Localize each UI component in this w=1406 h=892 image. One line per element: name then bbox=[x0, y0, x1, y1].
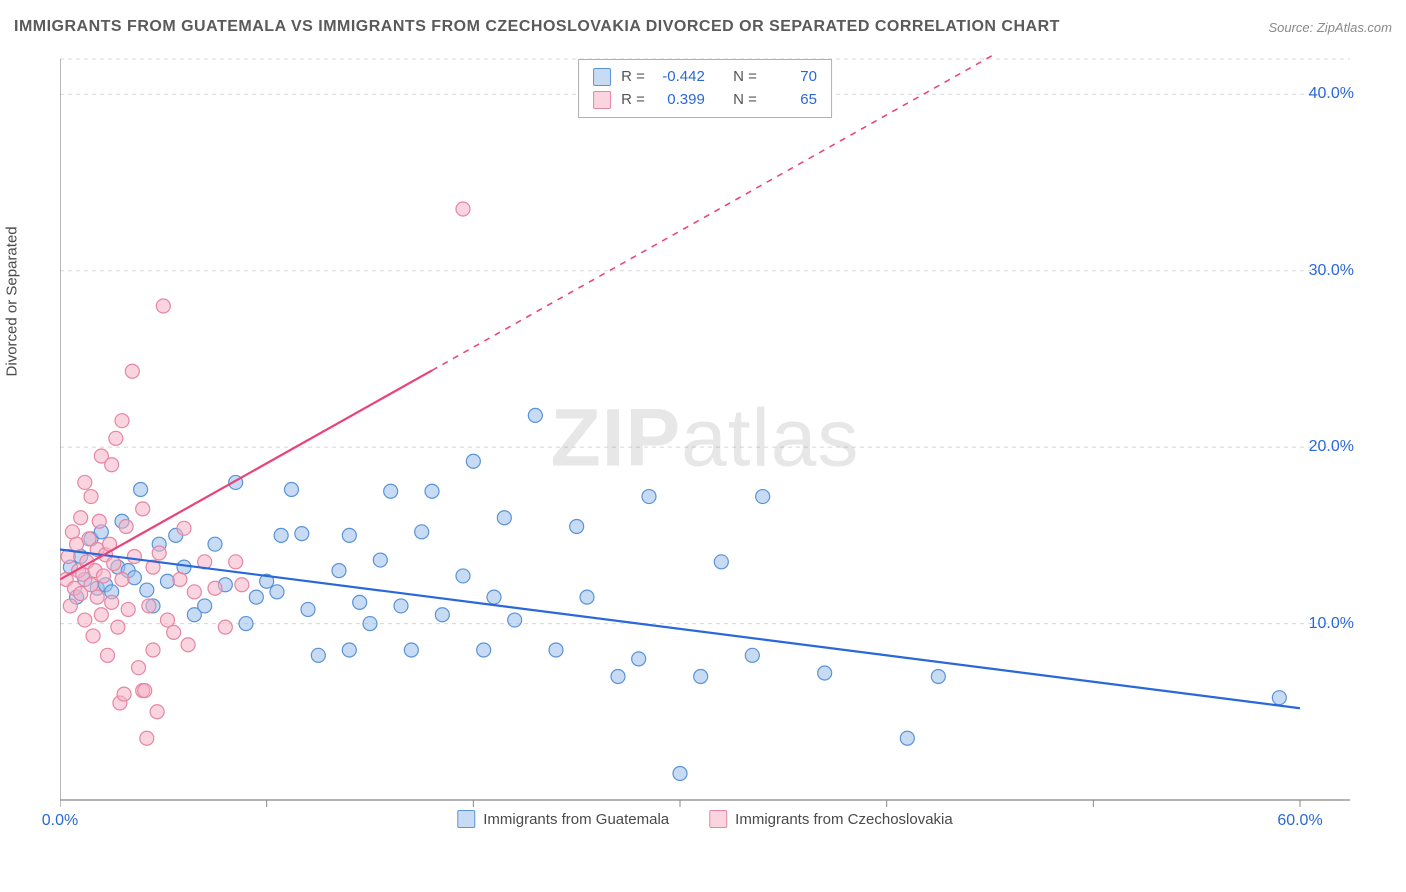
n-label-1: N = bbox=[733, 89, 757, 112]
y-tick-label: 30.0% bbox=[1309, 262, 1354, 280]
legend-item-guatemala: Immigrants from Guatemala bbox=[457, 810, 669, 828]
r-label-1: R = bbox=[621, 89, 645, 112]
source-prefix: Source: bbox=[1268, 20, 1316, 35]
plot-region: ZIPatlas R = -0.442 N = 70 R = 0.399 N =… bbox=[60, 55, 1350, 830]
x-tick-label: 0.0% bbox=[42, 812, 78, 830]
r-value-1: 0.399 bbox=[655, 89, 705, 112]
y-tick-label: 10.0% bbox=[1309, 615, 1354, 633]
legend-label-guatemala: Immigrants from Guatemala bbox=[483, 811, 669, 828]
n-label-0: N = bbox=[733, 66, 757, 89]
n-value-0: 70 bbox=[767, 66, 817, 89]
swatch-czech bbox=[593, 91, 611, 109]
n-value-1: 65 bbox=[767, 89, 817, 112]
y-axis-label: Divorced or Separated bbox=[4, 226, 21, 376]
x-tick-label: 60.0% bbox=[1277, 812, 1322, 830]
r-value-0: -0.442 bbox=[655, 66, 705, 89]
y-tick-label: 40.0% bbox=[1309, 85, 1354, 103]
source-link[interactable]: ZipAtlas.com bbox=[1317, 20, 1392, 35]
stats-row-guatemala: R = -0.442 N = 70 bbox=[593, 66, 817, 89]
title-bar: IMMIGRANTS FROM GUATEMALA VS IMMIGRANTS … bbox=[14, 18, 1392, 36]
swatch-guatemala bbox=[593, 68, 611, 86]
source-text: Source: ZipAtlas.com bbox=[1268, 20, 1392, 35]
scatter-chart bbox=[60, 55, 1350, 830]
legend-item-czech: Immigrants from Czechoslovakia bbox=[709, 810, 953, 828]
r-label-0: R = bbox=[621, 66, 645, 89]
stats-row-czech: R = 0.399 N = 65 bbox=[593, 89, 817, 112]
y-tick-label: 20.0% bbox=[1309, 438, 1354, 456]
legend-swatch-guatemala bbox=[457, 810, 475, 828]
chart-area: Divorced or Separated ZIPatlas R = -0.44… bbox=[50, 55, 1350, 830]
stats-legend: R = -0.442 N = 70 R = 0.399 N = 65 bbox=[578, 59, 832, 118]
legend-swatch-czech bbox=[709, 810, 727, 828]
legend-label-czech: Immigrants from Czechoslovakia bbox=[735, 811, 953, 828]
bottom-legend: Immigrants from Guatemala Immigrants fro… bbox=[457, 810, 952, 828]
chart-title: IMMIGRANTS FROM GUATEMALA VS IMMIGRANTS … bbox=[14, 18, 1060, 36]
